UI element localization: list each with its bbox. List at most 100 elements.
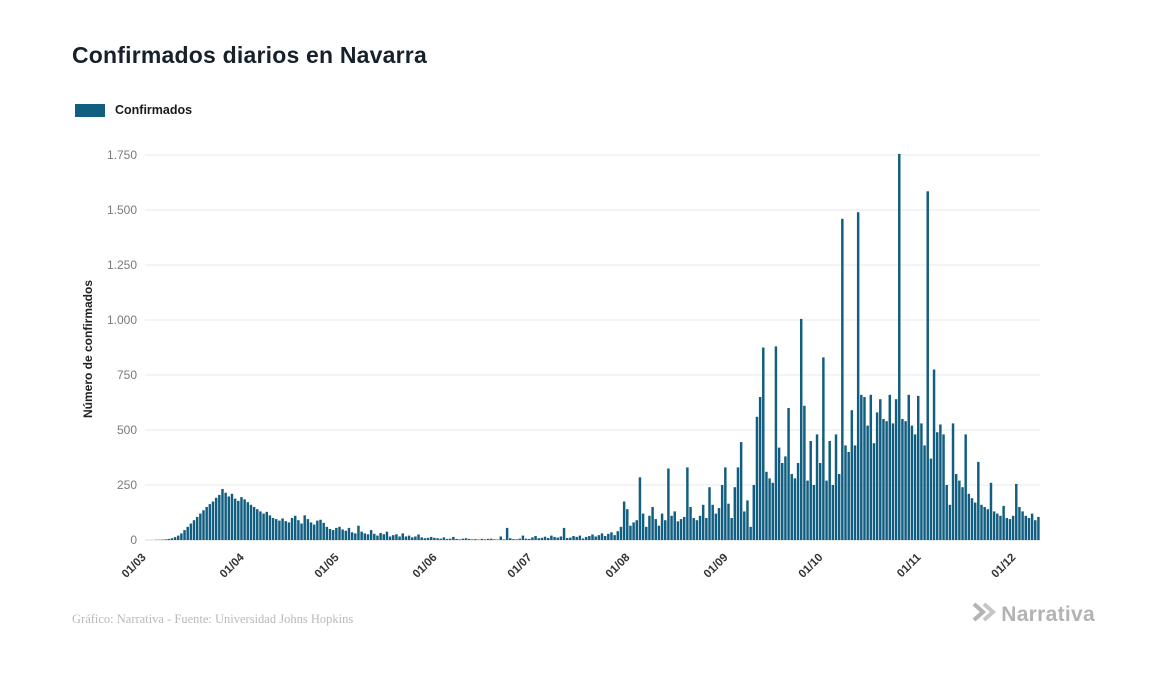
bar <box>458 539 461 540</box>
bar <box>863 397 866 540</box>
bar <box>660 513 664 540</box>
bar <box>806 480 809 540</box>
bar <box>850 410 854 540</box>
bar <box>290 518 294 540</box>
bar <box>344 530 348 540</box>
bar <box>214 497 218 540</box>
y-tick-label: 750 <box>117 368 137 382</box>
bar <box>831 485 835 540</box>
bar <box>233 498 237 540</box>
bar <box>799 318 803 540</box>
bar <box>910 425 914 540</box>
bar <box>860 394 863 540</box>
bar <box>259 511 262 540</box>
bar <box>619 526 623 540</box>
bar <box>1018 507 1021 540</box>
bar <box>622 501 626 540</box>
bar <box>467 538 471 540</box>
bar <box>720 485 724 540</box>
bar <box>433 537 436 540</box>
bar <box>667 468 670 540</box>
bar <box>546 538 550 540</box>
bar <box>461 538 465 540</box>
bar <box>316 520 319 540</box>
bar <box>774 346 778 540</box>
legend-swatch-confirmados <box>75 103 105 117</box>
bar <box>992 511 996 540</box>
legend-label-confirmados: Confirmados <box>115 103 193 117</box>
bar <box>224 492 227 540</box>
bar <box>793 478 797 540</box>
bar <box>293 515 297 540</box>
bar <box>856 212 860 540</box>
bar <box>980 504 983 540</box>
bar <box>325 526 329 540</box>
bar <box>724 467 727 540</box>
bar <box>765 471 768 540</box>
y-tick-label: 1.250 <box>107 258 137 272</box>
bar <box>540 537 544 540</box>
y-tick-label: 1.750 <box>107 148 137 162</box>
bar <box>727 503 730 540</box>
bar <box>480 538 484 540</box>
bar <box>610 532 613 540</box>
bar <box>711 504 714 540</box>
bar <box>717 508 721 540</box>
bar <box>781 463 784 540</box>
x-tick-label: 01/04 <box>218 551 247 580</box>
bar <box>300 523 303 540</box>
bar <box>328 529 332 540</box>
bar <box>894 399 898 540</box>
bar <box>423 538 427 540</box>
bar <box>309 522 313 540</box>
bar <box>426 537 430 540</box>
bar <box>755 416 759 540</box>
bar <box>392 535 395 540</box>
bar <box>866 425 869 540</box>
bar <box>395 534 398 540</box>
bar <box>714 513 718 540</box>
bar <box>591 534 594 540</box>
bar <box>493 539 496 540</box>
bar <box>837 474 841 540</box>
bar <box>373 533 376 540</box>
bar <box>768 478 771 540</box>
bar <box>844 445 847 540</box>
bar <box>303 515 306 540</box>
bar <box>695 520 699 540</box>
bar <box>1021 511 1024 540</box>
bar <box>354 533 357 540</box>
brand-name: Narrativa <box>1001 602 1095 626</box>
bar <box>404 536 408 540</box>
bar <box>331 530 335 540</box>
bar <box>167 538 170 540</box>
bar <box>828 441 831 540</box>
bar <box>442 537 446 540</box>
bar <box>613 535 616 540</box>
bar <box>1008 519 1012 540</box>
bar <box>935 432 939 540</box>
bar <box>898 153 901 540</box>
bar <box>632 522 635 540</box>
bar <box>676 521 680 540</box>
bar <box>1027 518 1031 540</box>
bar <box>825 480 828 540</box>
bar <box>809 441 812 540</box>
bar <box>202 510 205 540</box>
bar <box>847 452 850 540</box>
bar <box>385 531 389 540</box>
bar <box>600 533 604 540</box>
bar <box>559 536 563 540</box>
bar <box>673 511 676 540</box>
bar <box>986 509 990 540</box>
bar <box>341 529 344 540</box>
bar <box>1011 515 1015 540</box>
bar <box>954 474 958 540</box>
bar <box>275 519 278 540</box>
bar <box>920 423 923 540</box>
bar <box>787 408 790 540</box>
x-tick-label: 01/10 <box>797 552 826 581</box>
bar <box>746 500 749 540</box>
bar <box>240 497 243 540</box>
bar <box>588 536 591 540</box>
